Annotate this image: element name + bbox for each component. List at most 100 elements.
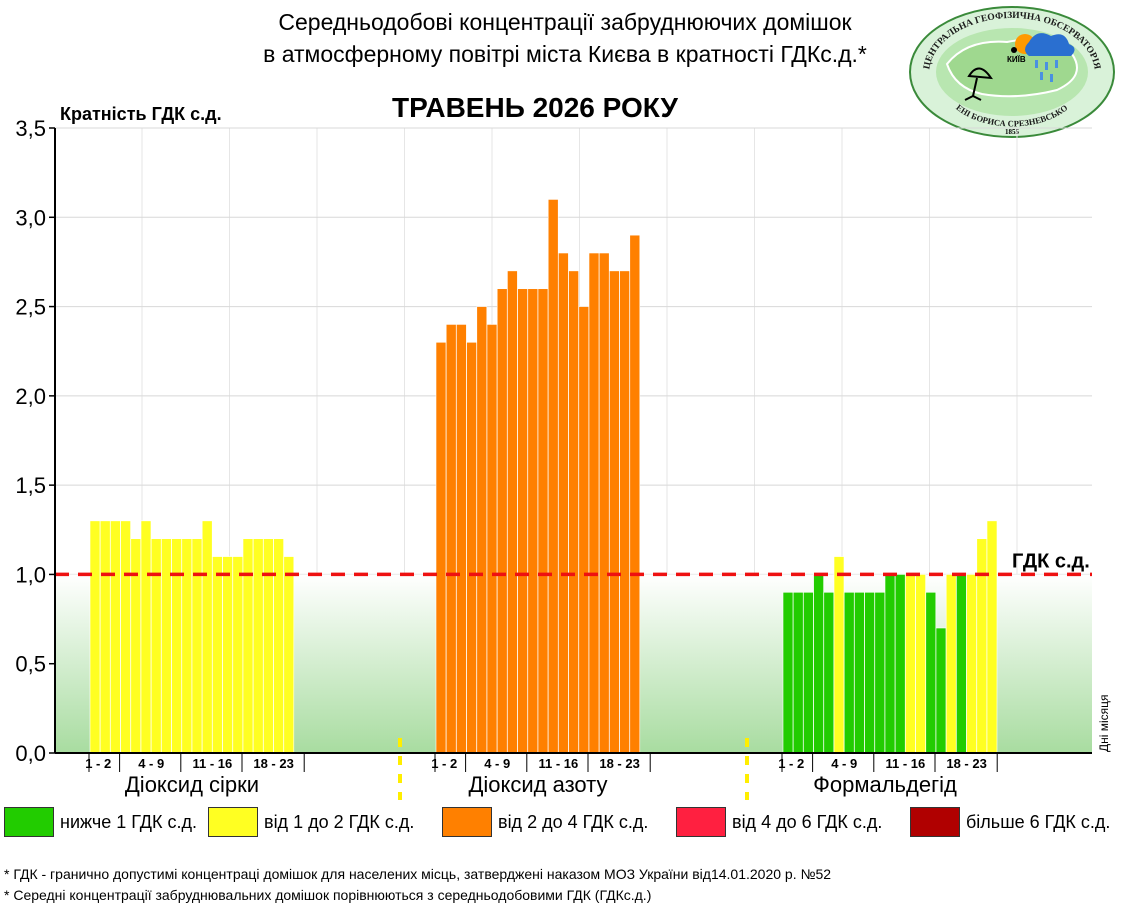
day-group-label: 4 - 9 (138, 756, 164, 771)
legend-item-2-to-4: від 2 до 4 ГДК с.д. (442, 806, 648, 838)
bar (803, 591, 814, 754)
bar (966, 574, 977, 754)
series-label: Діоксид сірки (125, 772, 259, 797)
day-group-label: 11 - 16 (539, 756, 579, 771)
day-group-label: 11 - 16 (886, 756, 926, 771)
legend-label: від 2 до 4 ГДК с.д. (498, 811, 649, 832)
bar (252, 538, 264, 754)
bar (568, 270, 579, 754)
bar (222, 556, 233, 754)
bar (578, 306, 590, 754)
day-group-label: 4 - 9 (831, 756, 857, 771)
bar (894, 574, 906, 754)
bar (242, 538, 254, 754)
legend-item-4-to-6: від 4 до 6 ГДК с.д. (676, 806, 882, 838)
bar (925, 591, 937, 754)
bar (843, 591, 855, 754)
threshold-label: ГДК с.д. (1012, 550, 1090, 572)
bar (598, 252, 610, 754)
legend-label: від 1 до 2 ГДК с.д. (264, 811, 415, 832)
bar (232, 556, 244, 754)
title-line-2: в атмосферному повітрі міста Києва в кра… (263, 41, 867, 67)
month-title: ТРАВЕНЬ 2026 РОКУ (392, 92, 678, 123)
bar (120, 520, 131, 754)
bar (976, 538, 988, 754)
bar (813, 574, 824, 754)
bar (191, 538, 203, 754)
bar (466, 341, 477, 754)
bar (629, 234, 641, 754)
bar (823, 591, 835, 754)
bar (212, 556, 223, 754)
legend-label: від 4 до 6 ГДК с.д. (732, 811, 883, 832)
y-tick-label: 3,5 (15, 116, 46, 141)
observatory-logo: КИЇВ ЦЕНТРАЛЬНА ГЕОФІЗИЧНА ОБСЕРВАТОРІЯ … (907, 4, 1115, 138)
bar (935, 627, 947, 754)
legend-swatch (442, 807, 492, 837)
y-tick-label: 1,5 (15, 473, 46, 498)
legend-label: нижче 1 ГДК с.д. (60, 811, 197, 832)
bar (782, 591, 794, 754)
footnote-2: * Середні концентрації забруднювальних д… (4, 887, 652, 903)
y-tick-label: 2,0 (15, 384, 46, 409)
bar (527, 288, 539, 754)
bar (537, 288, 549, 754)
bar (874, 591, 886, 754)
bar (99, 520, 111, 754)
day-group-label: 1 - 2 (778, 756, 804, 771)
bar (130, 538, 142, 754)
bar (201, 520, 213, 754)
series-label: Формальдегід (813, 772, 957, 797)
bar (263, 538, 274, 754)
legend-label: більше 6 ГДК с.д. (966, 811, 1111, 832)
bar (905, 574, 916, 754)
bar (181, 538, 193, 754)
bar (486, 324, 498, 754)
bar (110, 520, 121, 754)
bar (854, 591, 865, 754)
day-group-label: 18 - 23 (599, 756, 639, 771)
chart-title: Середньодобові концентрації забруднюючих… (150, 6, 980, 70)
legend-swatch (676, 807, 726, 837)
legend-item-above-6: більше 6 ГДК с.д. (910, 806, 1110, 838)
y-tick-label: 1,0 (15, 562, 46, 587)
y-tick-label: 2,5 (15, 295, 46, 320)
day-group-label: 4 - 9 (484, 756, 510, 771)
bar (445, 324, 457, 754)
day-group-label: 18 - 23 (253, 756, 293, 771)
footnote-1: * ГДК - гранично допустимі концентраці д… (4, 866, 832, 882)
bar (456, 324, 467, 754)
bar (558, 252, 569, 754)
bar (435, 341, 447, 754)
y-tick-label: 0,0 (15, 741, 46, 766)
legend-item-below-1: нижче 1 ГДК с.д. (4, 806, 197, 838)
bar (273, 538, 284, 754)
logo-year: 1855 (1005, 128, 1020, 136)
bar (140, 520, 152, 754)
bar (609, 270, 620, 754)
bar (283, 556, 295, 754)
legend-swatch (208, 807, 258, 837)
bar (588, 252, 600, 754)
y-tick-label: 3,0 (15, 205, 46, 230)
logo-city: КИЇВ (1007, 55, 1026, 64)
day-group-label: 1 - 2 (431, 756, 457, 771)
day-group-label: 1 - 2 (85, 756, 111, 771)
series-label: Діоксид азоту (468, 772, 607, 797)
bar (507, 270, 518, 754)
chart-axes (49, 127, 1092, 800)
bar (833, 556, 845, 754)
bar (547, 199, 559, 754)
bar (89, 520, 101, 754)
bar (496, 288, 508, 754)
bar (619, 270, 630, 754)
bar (161, 538, 172, 754)
y-tick-label: 0,5 (15, 652, 46, 677)
bar (986, 520, 998, 754)
bar (945, 574, 957, 754)
bar (956, 574, 967, 754)
bar (792, 591, 804, 754)
legend-swatch (4, 807, 54, 837)
day-group-label: 18 - 23 (946, 756, 986, 771)
bar (517, 288, 528, 754)
